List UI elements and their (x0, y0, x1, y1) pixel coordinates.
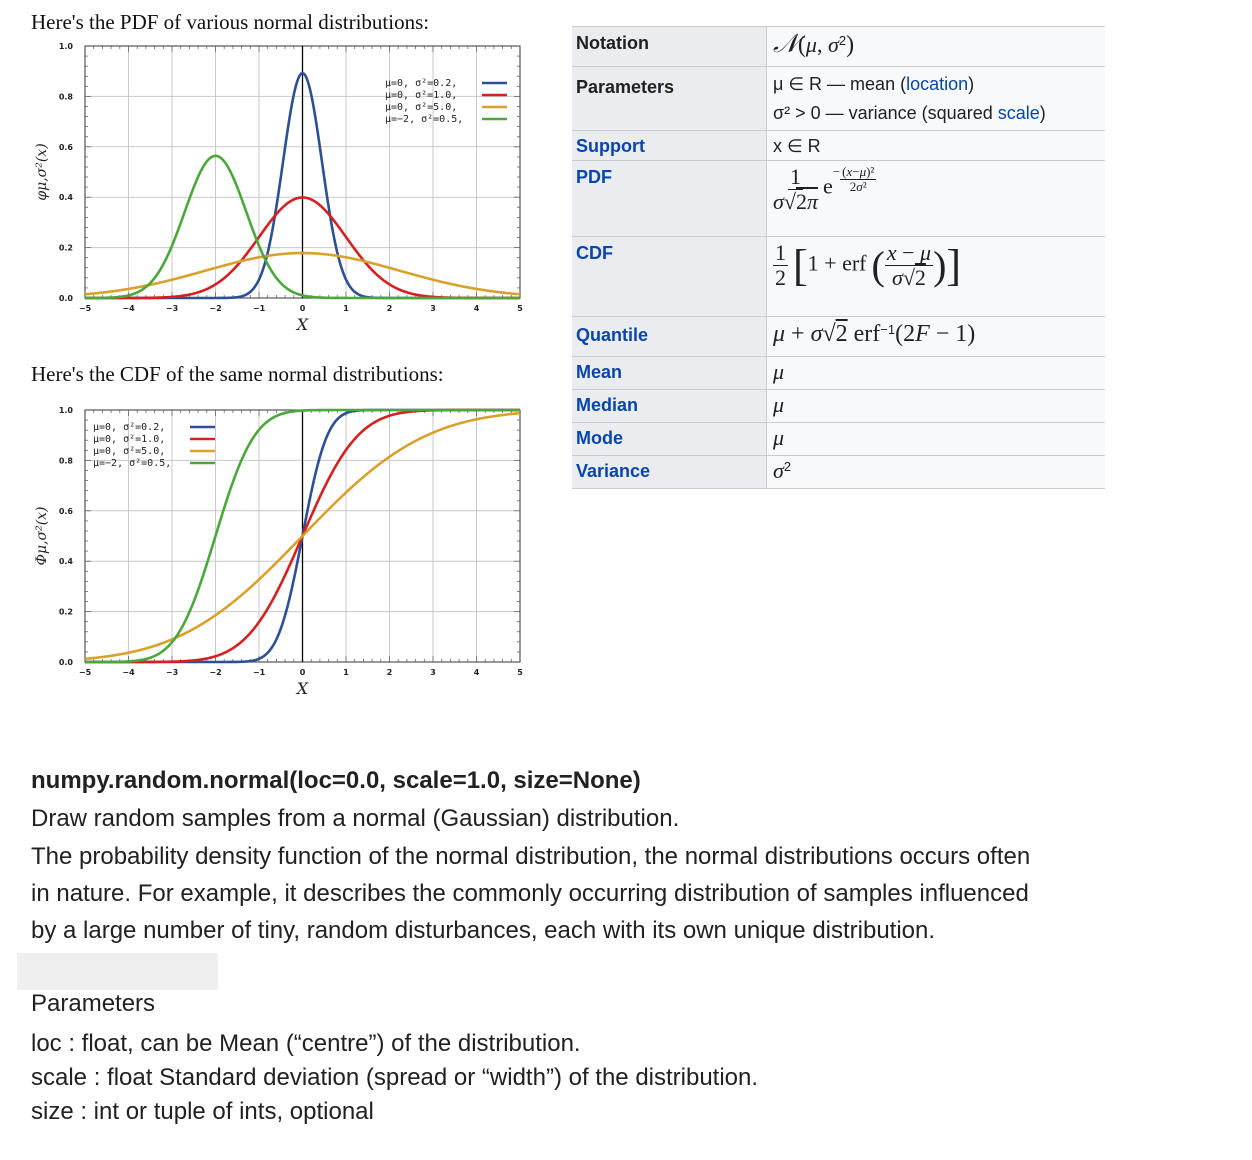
location-link[interactable]: location (906, 74, 969, 94)
legend-label: μ=0, σ²=5.0, (93, 446, 165, 457)
row-quantile: Quantile μ + σ√2 erf−1(2F − 1) (572, 316, 1105, 357)
series-line (84, 154, 521, 300)
quantile-formula: μ + σ√2 erf−1(2F − 1) (766, 316, 1105, 357)
cdf-label[interactable]: CDF (576, 243, 613, 263)
x-tick-label: 1 (343, 668, 349, 677)
y-tick-label: 0.6 (59, 143, 74, 152)
y-axis-label: φμ,σ²(x) (34, 143, 50, 200)
y-tick-label: 0.0 (59, 294, 74, 303)
y-axis-label: Φμ,σ²(x) (34, 506, 50, 565)
x-tick-label: −1 (253, 304, 266, 313)
x-tick-label: −2 (209, 668, 221, 677)
y-tick-label: 0.2 (59, 244, 73, 253)
row-notation: Notation 𝒩(μ, σ2) (572, 26, 1105, 67)
x-tick-label: −3 (166, 304, 178, 313)
pdf-label[interactable]: PDF (576, 167, 612, 187)
mode-label[interactable]: Mode (576, 428, 623, 448)
x-tick-label: 5 (517, 668, 523, 677)
pdf-title: Here's the PDF of various normal distrib… (31, 10, 430, 34)
row-variance: Variance σ2 (572, 455, 1105, 489)
param-scale: scale : float Standard deviation (spread… (31, 1064, 759, 1091)
series-line (84, 411, 521, 661)
y-tick-label: 1.0 (59, 42, 74, 51)
y-tick-label: 0.6 (59, 507, 74, 516)
legend-label: μ=0, σ²=1.0, (93, 434, 165, 445)
y-tick-label: 0.8 (59, 456, 74, 465)
legend-label: μ=0, σ²=0.2, (93, 422, 165, 433)
median-value: μ (766, 389, 1105, 423)
support-value: x ∈ R (766, 130, 1105, 161)
y-tick-label: 1.0 (59, 406, 74, 415)
description-line-3: by a large number of tiny, random distur… (31, 917, 936, 944)
legend-label: μ=−2, σ²=0.5, (93, 458, 171, 469)
x-tick-label: −5 (79, 668, 92, 677)
x-tick-label: −4 (122, 304, 135, 313)
scale-link[interactable]: scale (997, 103, 1040, 123)
legend-label: μ=0, σ²=5.0, (385, 102, 457, 113)
parameters-value: μ ∈ R — mean (location) σ² > 0 — varianc… (766, 66, 1105, 131)
param-loc: loc : float, can be Mean (“centre”) of t… (31, 1030, 581, 1057)
x-tick-label: −5 (79, 304, 92, 313)
support-label[interactable]: Support (576, 136, 645, 156)
legend-label: μ=−2, σ²=0.5, (385, 114, 463, 125)
x-axis-label: X (295, 315, 309, 334)
description-line-1: The probability density function of the … (31, 843, 1031, 870)
x-tick-label: −1 (253, 668, 266, 677)
y-tick-label: 0.4 (59, 557, 74, 566)
notation-label: Notation (572, 26, 767, 67)
x-tick-label: 0 (300, 304, 306, 313)
row-pdf: PDF 1 σ√2π e− (x−μ)² 2σ² (572, 160, 1105, 237)
x-axis-label: X (295, 679, 309, 698)
x-tick-label: −2 (209, 304, 221, 313)
blank-bar (17, 953, 218, 990)
variance-value: σ2 (766, 455, 1105, 489)
y-tick-label: 0.4 (59, 193, 74, 202)
pdf-chart: −5 −4 −3 −2 −1 0 1 2 3 4 5 0.0 0.2 0.4 0.6 0.8 1.0 Xφμ,σ²… (34, 42, 523, 334)
mean-value: μ (766, 356, 1105, 390)
param-size: size : int or tuple of ints, optional (31, 1098, 374, 1125)
x-tick-label: 4 (474, 304, 480, 313)
y-tick-label: 0.2 (59, 608, 73, 617)
function-summary: Draw random samples from a normal (Gauss… (31, 805, 680, 832)
pdf-formula: 1 σ√2π e− (x−μ)² 2σ² (766, 160, 1105, 237)
param-mean: μ ∈ R — mean (location) (773, 74, 975, 94)
row-parameters: Parameters μ ∈ R — mean (location) σ² > … (572, 66, 1105, 131)
row-support: Support x ∈ R (572, 130, 1105, 161)
x-tick-label: −4 (122, 668, 135, 677)
description-line-2: in nature. For example, it describes the… (31, 880, 1029, 907)
x-tick-label: 3 (430, 304, 436, 313)
mean-label[interactable]: Mean (576, 362, 623, 382)
distribution-infobox: Notation 𝒩(μ, σ2) Parameters μ ∈ R — mea… (572, 26, 1105, 489)
parameters-heading: Parameters (31, 990, 156, 1017)
median-label[interactable]: Median (576, 395, 639, 415)
legend-label: μ=0, σ²=0.2, (385, 78, 457, 89)
notation-value: 𝒩(μ, σ2) (766, 26, 1105, 67)
x-tick-label: 2 (387, 668, 393, 677)
x-tick-label: 5 (517, 304, 523, 313)
series-line (84, 408, 521, 664)
x-tick-label: −3 (166, 668, 178, 677)
quantile-label[interactable]: Quantile (576, 325, 649, 345)
parameters-label: Parameters (572, 66, 767, 131)
mode-value: μ (766, 422, 1105, 456)
x-tick-label: 4 (474, 668, 480, 677)
y-tick-label: 0.8 (59, 92, 74, 101)
legend-label: μ=0, σ²=1.0, (385, 90, 457, 101)
x-tick-label: 2 (387, 304, 393, 313)
row-mean: Mean μ (572, 356, 1105, 390)
variance-label[interactable]: Variance (576, 461, 651, 481)
cdf-title: Here's the CDF of the same normal distri… (31, 362, 444, 386)
series-line (84, 251, 521, 296)
function-signature: numpy.random.normal(loc=0.0, scale=1.0, … (31, 767, 641, 794)
row-median: Median μ (572, 389, 1105, 423)
param-variance: σ² > 0 — variance (squared scale) (773, 103, 1046, 123)
x-tick-label: 1 (343, 304, 349, 313)
x-tick-label: 0 (300, 668, 306, 677)
x-tick-label: 3 (430, 668, 436, 677)
y-tick-label: 0.0 (59, 658, 74, 667)
row-mode: Mode μ (572, 422, 1105, 456)
cdf-chart: −5 −4 −3 −2 −1 0 1 2 3 4 5 0.0 0.2 0.4 0.6 0.8 1.0 X Φμ,σ²… (34, 406, 523, 698)
